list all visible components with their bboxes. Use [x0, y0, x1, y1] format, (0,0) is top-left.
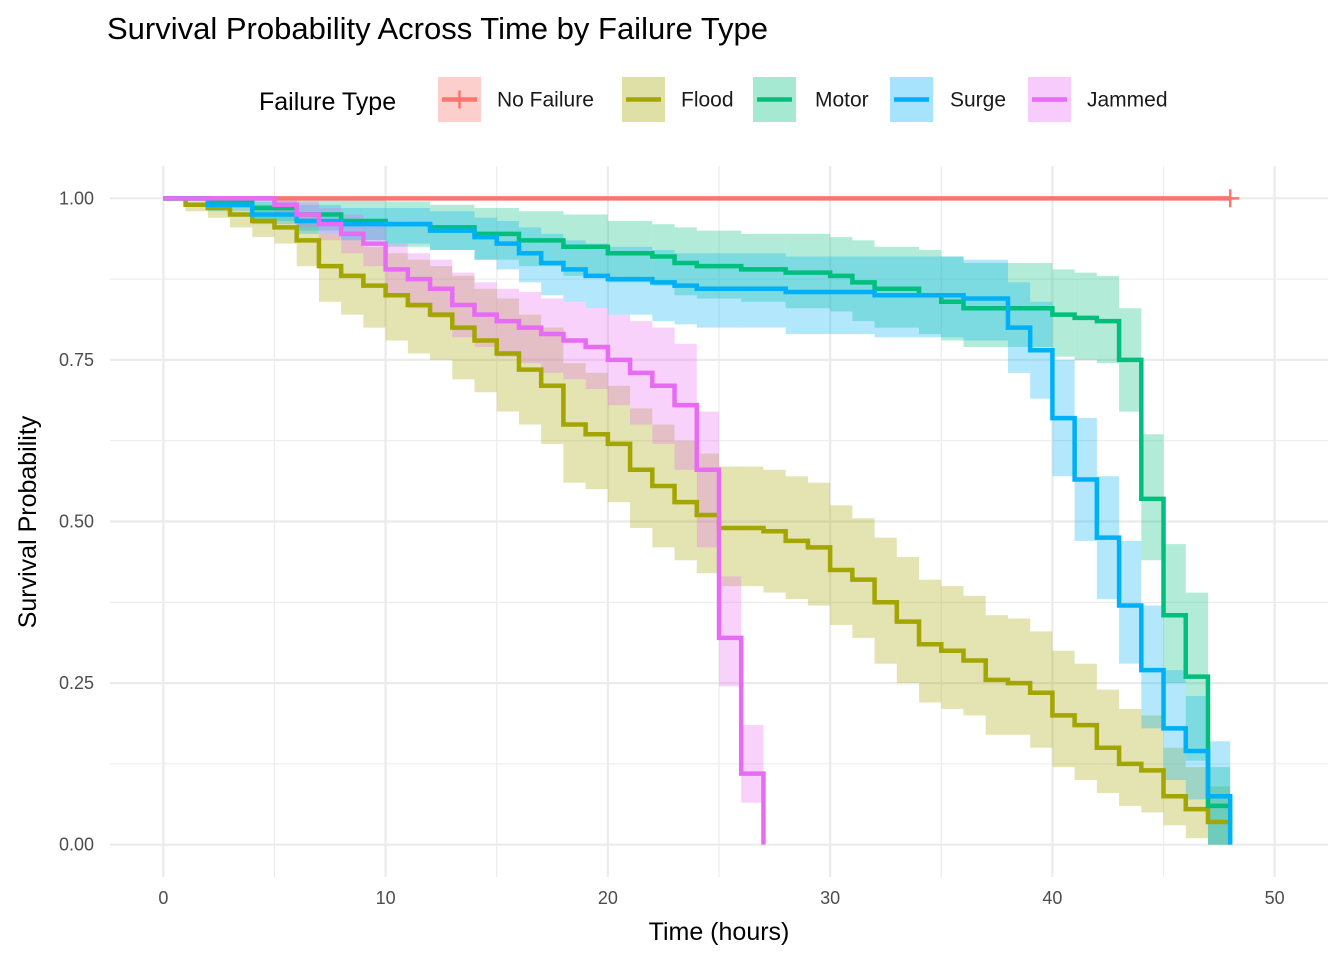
- ci-band-step: [807, 482, 831, 606]
- y-axis-title: Survival Probability: [14, 415, 42, 628]
- legend-item-no-failure: No Failure: [438, 77, 594, 122]
- ci-band-step: [941, 256, 964, 341]
- x-tick-label: 50: [1265, 888, 1285, 908]
- x-tick-label: 40: [1042, 888, 1062, 908]
- ci-band-step: [1207, 741, 1231, 845]
- legend-items: No Failure Flood Motor Surge Jammed: [438, 77, 1168, 122]
- y-tick-label: 0.75: [59, 350, 94, 370]
- survival-lines: [163, 189, 1240, 845]
- x-axis-ticks: 0 10 20 30 40 50: [158, 888, 1284, 908]
- legend-title: Failure Type: [259, 88, 396, 116]
- ci-band-step: [1141, 605, 1164, 729]
- legend-label: No Failure: [497, 89, 594, 112]
- ci-band-step: [1096, 689, 1120, 793]
- y-tick-label: 0.00: [59, 835, 94, 855]
- ci-band-step: [1141, 715, 1164, 813]
- legend-item-motor: Motor: [753, 77, 869, 122]
- ci-band-step: [985, 615, 1008, 735]
- ci-band-step: [1163, 670, 1186, 781]
- legend-item-surge: Surge: [890, 77, 1006, 122]
- ci-band-step: [1207, 786, 1231, 845]
- y-axis-ticks: 0.00 0.25 0.50 0.75 1.00: [59, 188, 94, 854]
- ci-band-step: [830, 256, 875, 335]
- ci-band-step: [1052, 650, 1075, 768]
- y-tick-label: 1.00: [59, 188, 94, 208]
- survival-line-flood: [163, 196, 1233, 826]
- y-tick-label: 0.25: [59, 673, 94, 693]
- ci-band-step: [785, 476, 808, 600]
- legend-item-flood: Flood: [622, 77, 734, 122]
- legend-label: Motor: [815, 89, 869, 112]
- ci-band-step: [1074, 663, 1097, 781]
- legend: Failure Type No Failure Flood Motor Surge Ja…: [259, 77, 1168, 122]
- ci-band-step: [741, 725, 764, 803]
- ci-band-step: [696, 411, 719, 548]
- ci-band-step: [585, 372, 608, 490]
- chart-title: Survival Probability Across Time by Fail…: [107, 11, 768, 46]
- ci-band-step: [1030, 631, 1053, 748]
- ci-band-step: [963, 262, 1008, 347]
- ci-band-step: [919, 579, 942, 703]
- legend-label: Jammed: [1087, 89, 1168, 112]
- ci-band-step: [1185, 767, 1208, 839]
- ci-band-step: [919, 250, 942, 335]
- x-tick-label: 20: [598, 888, 618, 908]
- ci-band-step: [652, 250, 675, 322]
- censor-mark-no-failure: [1221, 189, 1240, 208]
- ci-band-step: [1163, 747, 1186, 826]
- ci-band-step: [785, 256, 831, 335]
- y-tick-label: 0.50: [59, 512, 94, 532]
- ci-band-step: [719, 576, 742, 687]
- ci-band-step: [830, 505, 853, 625]
- x-tick-label: 10: [376, 888, 396, 908]
- ci-band-step: [1007, 618, 1031, 735]
- ci-band-step: [963, 595, 986, 716]
- x-tick-label: 0: [158, 888, 168, 908]
- x-tick-label: 30: [820, 888, 840, 908]
- ci-band-step: [1119, 540, 1142, 664]
- legend-item-jammed: Jammed: [1028, 77, 1168, 122]
- survival-line-jammed: [163, 196, 766, 845]
- ci-band-step: [941, 586, 964, 709]
- x-axis-title: Time (hours): [649, 918, 790, 946]
- legend-label: Surge: [950, 89, 1006, 112]
- ci-band-step: [1119, 708, 1142, 806]
- ci-band-step: [674, 253, 697, 325]
- ci-band-step: [1185, 696, 1208, 800]
- legend-label: Flood: [681, 89, 734, 112]
- survival-line-surge: [163, 196, 1233, 845]
